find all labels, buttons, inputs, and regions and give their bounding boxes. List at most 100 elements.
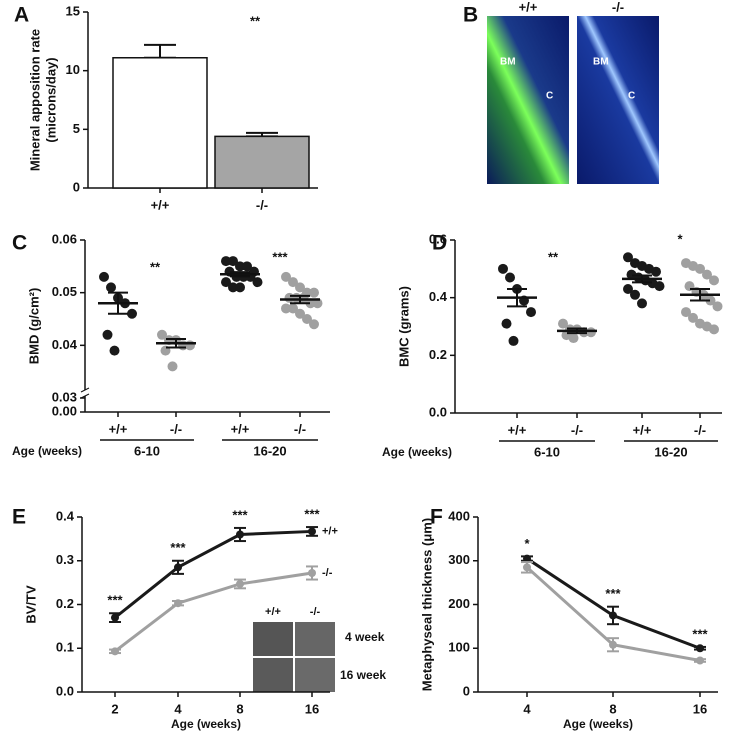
y-tick-label: 0.1 — [56, 640, 74, 655]
group-label: 6-10 — [534, 444, 560, 459]
data-point — [109, 345, 120, 356]
x-tick-label: +/+ — [109, 421, 128, 436]
data-point — [623, 252, 633, 263]
data-point — [505, 272, 515, 283]
data-point — [236, 579, 244, 588]
y-axis-label: BV/TV — [23, 585, 38, 624]
data-point — [681, 307, 691, 318]
data-point — [709, 275, 719, 286]
data-point — [242, 261, 252, 272]
data-point — [709, 324, 719, 335]
panel-letter: E — [12, 506, 26, 529]
y-tick-label: 0.05 — [52, 284, 77, 299]
y-axis-label: BMD (g/cm²) — [26, 288, 41, 365]
x-tick-label: -/- — [571, 422, 583, 437]
y-tick-label: 10 — [66, 62, 80, 77]
y-tick-label: 0.00 — [52, 403, 77, 418]
data-point — [106, 282, 116, 293]
column-label: +/+ — [519, 0, 538, 14]
data-point — [696, 656, 704, 665]
data-point — [526, 307, 536, 318]
annotation: * — [677, 231, 683, 246]
data-point — [185, 340, 195, 351]
x-tick-label: +/+ — [633, 422, 652, 437]
x-tick-label: -/- — [694, 422, 706, 437]
x-tick-label: 16 — [305, 701, 319, 716]
data-point — [523, 554, 531, 563]
y-tick-label: 400 — [448, 508, 470, 523]
data-point — [99, 271, 109, 282]
panel-letter: C — [12, 232, 27, 255]
data-point — [288, 277, 298, 288]
x-tick-label: +/+ — [151, 197, 170, 212]
data-point — [309, 287, 319, 298]
inset-image — [295, 622, 335, 656]
data-point — [228, 282, 238, 293]
data-point — [157, 329, 167, 340]
y-tick-label: 200 — [448, 596, 470, 611]
data-point — [623, 284, 633, 295]
data-point — [568, 333, 579, 344]
x-tick-label: 16 — [693, 701, 707, 716]
inset-column: +/+ — [265, 606, 281, 618]
data-point — [221, 256, 231, 267]
annotation: ** — [548, 249, 559, 264]
data-point — [308, 569, 316, 577]
data-point — [586, 327, 596, 338]
series-label: -/- — [322, 567, 333, 579]
image-label: BM — [593, 57, 609, 68]
x-tick-label: +/+ — [231, 421, 250, 436]
data-point — [712, 301, 723, 312]
panel-letter: A — [14, 4, 29, 27]
y-tick-label: 0.03 — [52, 389, 77, 404]
inset-row: 16 week — [340, 668, 386, 682]
data-point — [281, 271, 291, 282]
data-point — [309, 319, 319, 330]
y-axis-label: Mineral apposition rate — [27, 29, 42, 171]
data-point — [508, 335, 519, 346]
data-point — [523, 563, 531, 572]
y-tick-label: 0.04 — [52, 337, 78, 352]
x-axis-label: Age (weeks) — [563, 717, 633, 731]
group-label: 16-20 — [654, 444, 687, 459]
annotation: *** — [272, 249, 288, 264]
data-point — [609, 611, 617, 620]
data-point — [235, 261, 245, 272]
data-point — [308, 527, 316, 536]
column-label: -/- — [612, 0, 624, 14]
x-tick-label: 8 — [609, 701, 616, 716]
y-tick-label: 0.2 — [56, 596, 74, 611]
y-tick-label: 0.0 — [429, 404, 447, 419]
panel-letter: D — [432, 232, 447, 255]
y-tick-label: 0.3 — [56, 552, 74, 567]
micrograph — [487, 16, 569, 184]
data-point — [295, 308, 305, 319]
data-point — [174, 599, 182, 608]
data-point — [609, 640, 617, 649]
y-tick-label: 0.06 — [52, 231, 77, 246]
data-point — [637, 298, 647, 309]
series-line — [114, 529, 313, 619]
data-point — [167, 361, 178, 372]
data-point — [111, 647, 119, 656]
data-point — [281, 303, 291, 314]
data-point — [695, 263, 705, 274]
data-point — [102, 329, 113, 340]
data-point — [288, 303, 298, 314]
inset-row: 4 week — [345, 630, 385, 644]
annotation: ** — [150, 259, 161, 274]
annotation: *** — [107, 593, 123, 608]
inset-image — [295, 658, 335, 692]
data-point — [501, 318, 512, 329]
group-label: 6-10 — [134, 443, 160, 458]
x-axis-label: Age (weeks) — [12, 444, 82, 458]
series-label: +/+ — [322, 525, 338, 537]
data-point — [696, 644, 704, 653]
annotation: *** — [304, 507, 320, 522]
bar — [214, 135, 310, 189]
image-label: BM — [500, 57, 516, 68]
data-point — [654, 281, 665, 292]
data-point — [302, 314, 312, 324]
group-label: 16-20 — [253, 443, 286, 458]
inset-image — [253, 658, 293, 692]
